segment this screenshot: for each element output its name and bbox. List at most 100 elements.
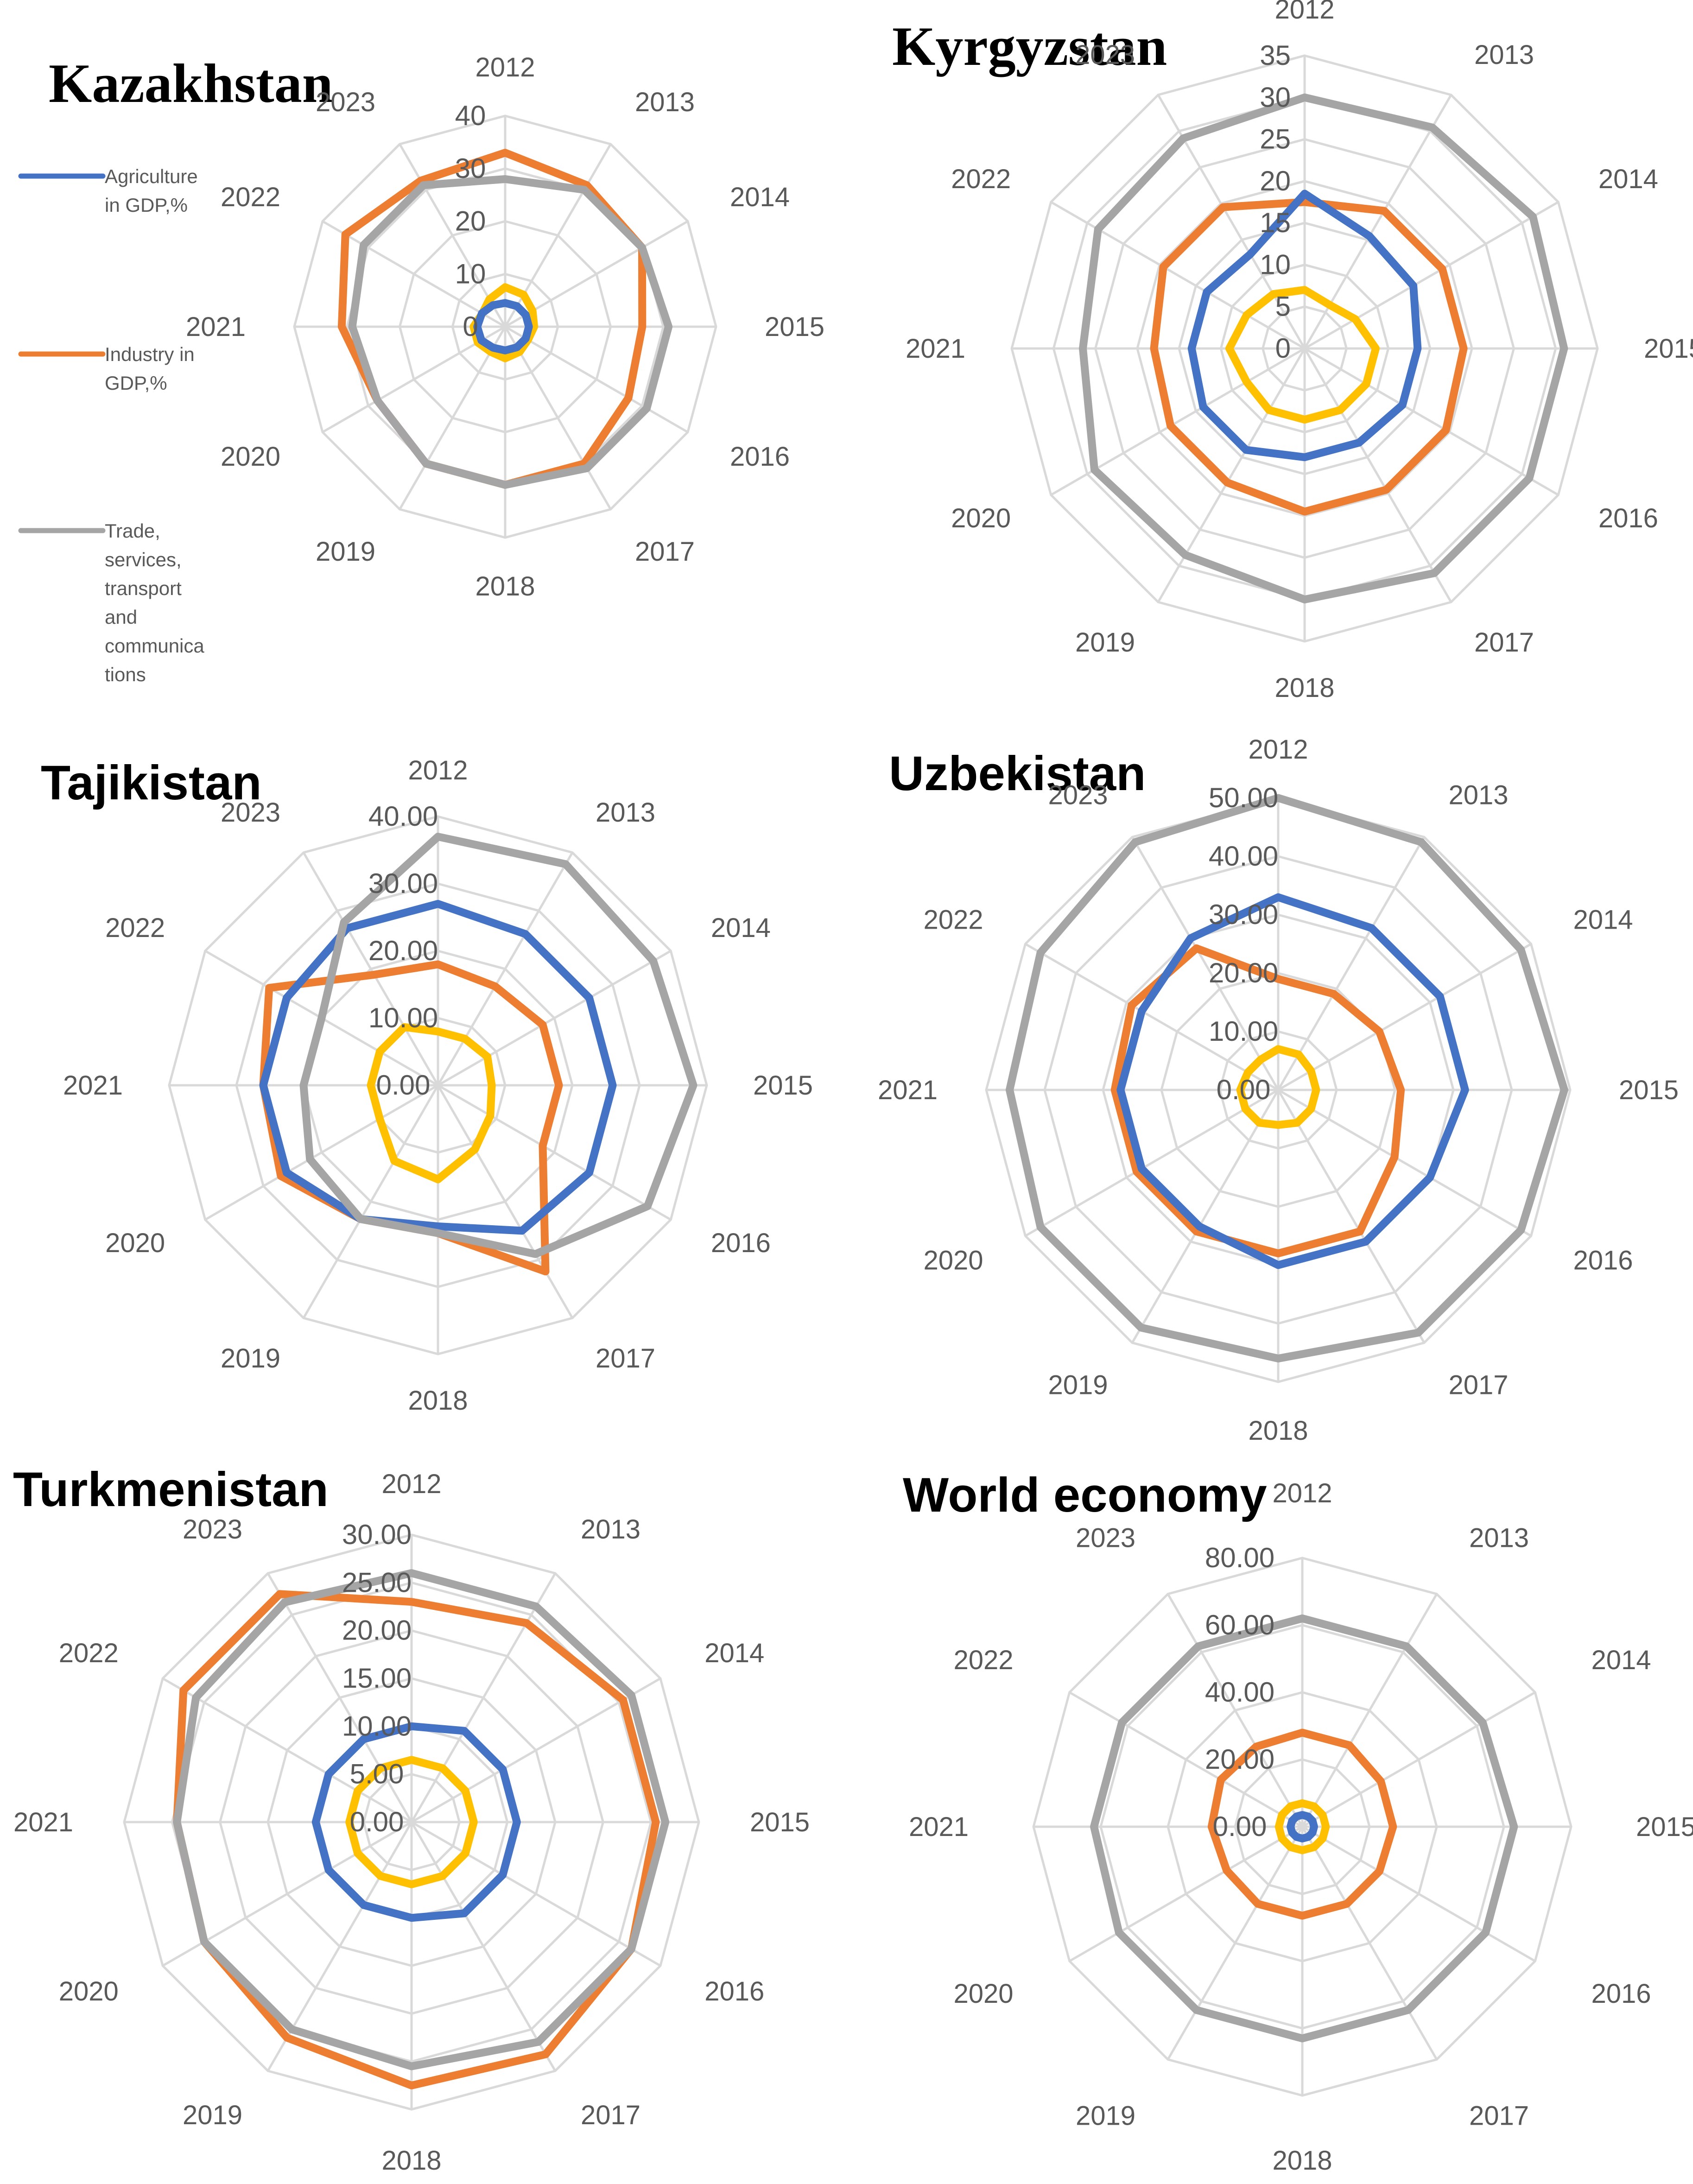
uzbekistan-series-fourth	[1236, 1045, 1320, 1129]
world-economy-category-label: 2013	[1469, 1523, 1529, 1553]
kazakhstan-tick-label: 0	[463, 311, 478, 342]
kyrgyzstan-tick-label: 5	[1275, 291, 1291, 322]
world-economy-series-fourth	[1275, 1799, 1330, 1855]
tajikistan-category-label: 2023	[221, 798, 280, 828]
world-economy-series-agriculture	[1287, 1811, 1318, 1842]
turkmenistan-category-label: 2015	[750, 1807, 810, 1837]
kazakhstan-category-label: 2020	[221, 442, 280, 472]
turkmenistan-tick-label: 0.00	[350, 1806, 404, 1837]
legend-label-agriculture-line-2: in GDP,%	[105, 194, 188, 216]
world-economy-category-label: 2015	[1636, 1812, 1693, 1842]
tajikistan-spoke	[437, 852, 574, 1086]
radar-chart-uzbekistan: 0.00 10.00 20.00 30.00 40.00 50.00 2012 2013 201…	[878, 734, 1679, 1446]
legend-item-agriculture: Agriculture in GDP,%	[18, 165, 198, 216]
turkmenistan-category-label: 2023	[183, 1514, 242, 1545]
uzbekistan-spoke	[1131, 1089, 1280, 1343]
kazakhstan-category-label: 2019	[316, 537, 375, 567]
legend-item-industry: Industry in GDP,%	[18, 343, 195, 394]
turkmenistan-category-label: 2022	[59, 1638, 119, 1668]
turkmenistan-tick-label: 20.00	[342, 1615, 412, 1646]
turkmenistan-spoke	[410, 1821, 557, 2072]
tajikistan-category-label: 2013	[596, 798, 655, 828]
turkmenistan-category-label: 2012	[381, 1469, 441, 1499]
world-economy-spoke	[1301, 1825, 1536, 1962]
kyrgyzstan-tick-label: 15	[1260, 207, 1291, 238]
kyrgyzstan-series-agriculture	[1187, 190, 1422, 462]
tajikistan-tick-label: 10.00	[368, 1002, 438, 1033]
world-economy-spoke	[1167, 1826, 1304, 2060]
tajikistan-spoke	[302, 852, 439, 1086]
world-economy-category-label: 2018	[1272, 2146, 1332, 2176]
uzbekistan-category-label: 2018	[1248, 1416, 1308, 1446]
legend-label-agriculture-line-1: Agriculture	[105, 165, 198, 187]
chart-title-turkmenistan: Turkmenistan	[13, 1462, 329, 1517]
kyrgyzstan-category-label: 2014	[1598, 164, 1658, 194]
kazakhstan-spoke	[399, 326, 507, 510]
tajikistan-category-label: 2012	[408, 755, 468, 785]
uzbekistan-series-industry	[1110, 944, 1405, 1258]
kyrgyzstan-tick-label: 35	[1260, 40, 1291, 71]
world-economy-spoke	[1069, 1825, 1303, 1962]
radar-chart-tajikistan: 0.00 10.00 20.00 30.00 40.00 2012 2013 2014 2015…	[63, 755, 813, 1416]
uzbekistan-tick-label: 0.00	[1217, 1074, 1271, 1105]
chart-title-tajikistan: Tajikistan	[41, 756, 262, 810]
uzbekistan-tick-label: 10.00	[1209, 1016, 1278, 1047]
kyrgyzstan-category-label: 2015	[1644, 334, 1693, 364]
uzbekistan-tick-label: 20.00	[1209, 957, 1278, 988]
uzbekistan-category-label: 2013	[1449, 780, 1509, 810]
world-economy-category-label: 2021	[909, 1812, 969, 1842]
tajikistan-category-label: 2014	[711, 913, 771, 943]
kazakhstan-tick-label: 20	[455, 206, 486, 237]
legend-label-trade-line-2: services,	[105, 549, 182, 570]
uzbekistan-spoke	[1277, 943, 1532, 1091]
kazakhstan-category-label: 2021	[186, 312, 246, 342]
world-economy-spoke	[1301, 1691, 1536, 1828]
tajikistan-category-label: 2021	[63, 1070, 123, 1101]
world-economy-tick-label: 20.00	[1205, 1744, 1275, 1775]
turkmenistan-category-label: 2020	[59, 1976, 119, 2007]
tajikistan-spoke	[437, 950, 672, 1087]
turkmenistan-spoke	[162, 1677, 412, 1823]
kazakhstan-series-trade	[348, 175, 673, 489]
world-economy-category-label: 2017	[1469, 2101, 1529, 2131]
legend-label-trade-line-3: transport	[105, 577, 182, 599]
tajikistan-category-label: 2017	[596, 1343, 655, 1374]
legend-item-trade: Trade, services, transport and communica…	[18, 520, 204, 685]
turkmenistan-tick-label: 5.00	[350, 1759, 404, 1790]
uzbekistan-category-label: 2021	[878, 1075, 938, 1105]
kyrgyzstan-series-industry	[1150, 198, 1468, 516]
uzbekistan-tick-label: 50.00	[1209, 782, 1278, 813]
kyrgyzstan-category-label: 2020	[951, 503, 1011, 533]
kyrgyzstan-spoke	[1304, 347, 1559, 496]
tajikistan-category-label: 2018	[408, 1386, 468, 1416]
uzbekistan-category-label: 2014	[1573, 905, 1633, 935]
kyrgyzstan-tick-label: 20	[1260, 165, 1291, 196]
world-economy-category-label: 2020	[953, 1979, 1013, 2009]
world-economy-series-industry	[1207, 1728, 1397, 1920]
turkmenistan-series-agriculture	[311, 1722, 521, 1922]
world-economy-spoke	[1167, 1593, 1304, 1828]
kazakhstan-series-agriculture	[473, 299, 533, 355]
kazakhstan-category-label: 2017	[635, 537, 695, 567]
kyrgyzstan-category-label: 2013	[1474, 40, 1534, 70]
world-economy-spoke	[1301, 1593, 1438, 1828]
radar-chart-kyrgyzstan: 0 5 10 15 20 25 30 35 2012 2013 2014 2015 2016 2017 20…	[906, 0, 1693, 703]
uzbekistan-category-label: 2012	[1248, 734, 1308, 765]
tajikistan-category-label: 2020	[105, 1228, 165, 1258]
kyrgyzstan-spoke	[1050, 201, 1306, 350]
turkmenistan-category-label: 2021	[13, 1807, 73, 1837]
turkmenistan-tick-label: 15.00	[342, 1663, 412, 1694]
turkmenistan-category-label: 2013	[581, 1514, 640, 1545]
chart-title-world-economy: World economy	[903, 1468, 1267, 1522]
kyrgyzstan-category-label: 2023	[1075, 40, 1135, 70]
kazakhstan-category-label: 2013	[635, 87, 695, 117]
turkmenistan-spoke	[410, 1572, 557, 1823]
kyrgyzstan-series-trade	[1079, 93, 1568, 604]
uzbekistan-spoke	[1277, 1089, 1426, 1343]
uzbekistan-spoke	[1131, 836, 1280, 1091]
world-economy-tick-label: 80.00	[1205, 1542, 1275, 1573]
uzbekistan-category-label: 2020	[923, 1246, 983, 1276]
chart-title-kazakhstan: Kazakhstan	[49, 52, 333, 114]
